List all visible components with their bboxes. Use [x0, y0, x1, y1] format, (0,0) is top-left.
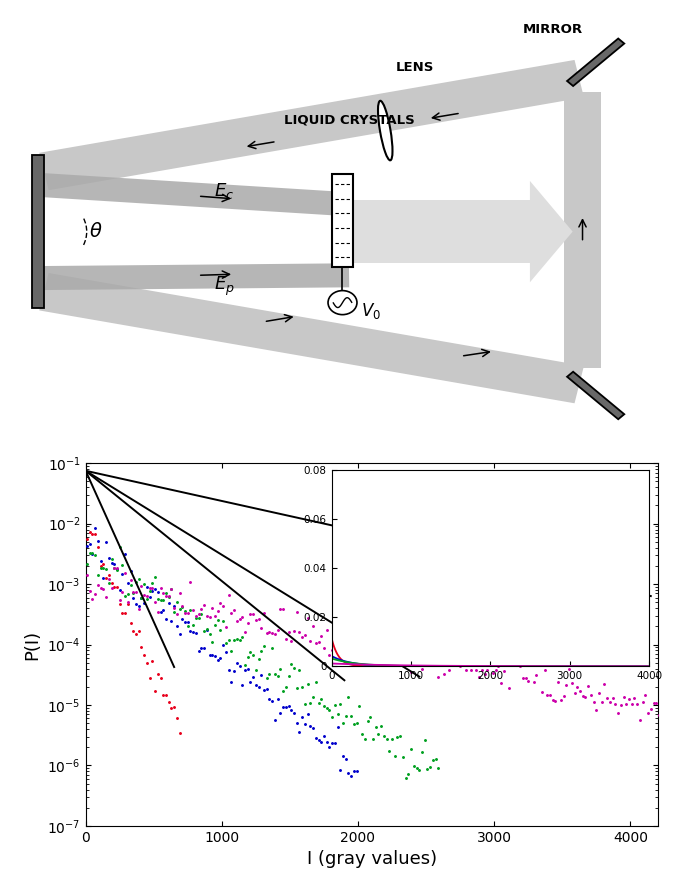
X-axis label: I (gray values): I (gray values)	[307, 850, 436, 869]
Polygon shape	[567, 38, 624, 86]
Polygon shape	[564, 93, 601, 368]
Polygon shape	[43, 173, 350, 216]
Polygon shape	[32, 156, 44, 309]
FancyBboxPatch shape	[332, 174, 353, 267]
Polygon shape	[39, 60, 584, 191]
Text: $\theta$: $\theta$	[89, 222, 103, 241]
Polygon shape	[567, 371, 624, 420]
Text: MIRROR: MIRROR	[523, 23, 583, 36]
Polygon shape	[349, 200, 533, 263]
Text: $V_0$: $V_0$	[361, 301, 381, 321]
Text: LENS: LENS	[396, 61, 434, 74]
Polygon shape	[39, 273, 584, 403]
Text: LIQUID CRYSTALS: LIQUID CRYSTALS	[284, 113, 414, 126]
Polygon shape	[44, 263, 349, 290]
Text: $E_p$: $E_p$	[214, 274, 235, 298]
Text: $E_c$: $E_c$	[214, 181, 234, 201]
Y-axis label: P(I): P(I)	[24, 629, 42, 660]
Polygon shape	[530, 181, 573, 282]
Circle shape	[328, 290, 357, 315]
Ellipse shape	[378, 101, 393, 160]
